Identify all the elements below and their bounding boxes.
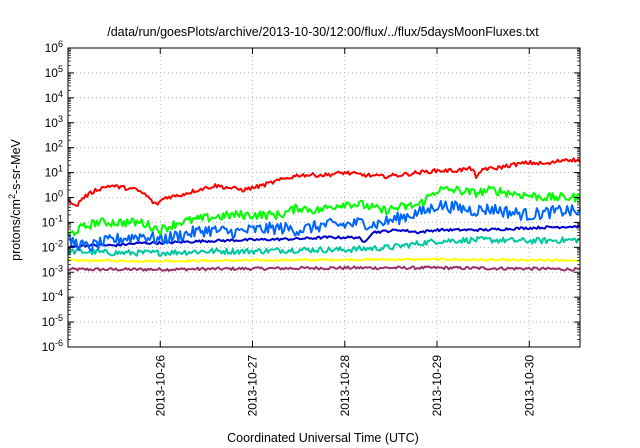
x-tick-labels: 2013-10-26 2013-10-27 2013-10-28 2013-10-29… [153,355,536,417]
y-tick-label: 102 [45,139,63,155]
y-tick-label: 10-4 [42,288,63,304]
y-tick-labels: 10-6 10-5 10-4 10-3 10-2 10-1 100 101 102 103 104 1… [42,39,63,354]
series-line-2 [67,199,581,252]
chart-title: /data/run/goesPlots/archive/2013-10-30/1… [107,25,539,39]
y-tick-label: 106 [45,39,63,55]
x-tick-label: 2013-10-30 [522,355,536,417]
tick-marks [68,47,580,348]
grid-lines [68,48,580,347]
series-line-3 [67,224,581,249]
y-tick-label: 10-2 [42,238,63,254]
series-line-1 [67,185,581,237]
series-line-5 [67,257,581,264]
x-tick-label: 2013-10-29 [430,355,444,417]
y-tick-label: 104 [45,89,63,105]
series-line-6 [67,265,581,272]
y-axis-label: protons/cm2-s-sr-MeV [7,138,23,260]
y-tick-label: 10-5 [42,313,63,329]
y-tick-label: 10-3 [42,263,63,279]
y-tick-label: 103 [45,114,63,130]
y-tick-label: 105 [45,64,63,80]
y-tick-label: 10-1 [42,213,63,229]
x-tick-label: 2013-10-27 [246,355,260,417]
y-tick-label: 101 [45,164,63,180]
y-tick-label: 100 [45,189,63,205]
x-axis-label: Coordinated Universal Time (UTC) [227,431,419,445]
y-tick-label: 10-6 [42,338,63,354]
x-tick-label: 2013-10-28 [338,355,352,417]
series-lines [67,157,581,272]
series-line-0 [67,157,581,207]
series-line-4 [67,236,581,257]
x-tick-label: 2013-10-26 [153,355,167,417]
